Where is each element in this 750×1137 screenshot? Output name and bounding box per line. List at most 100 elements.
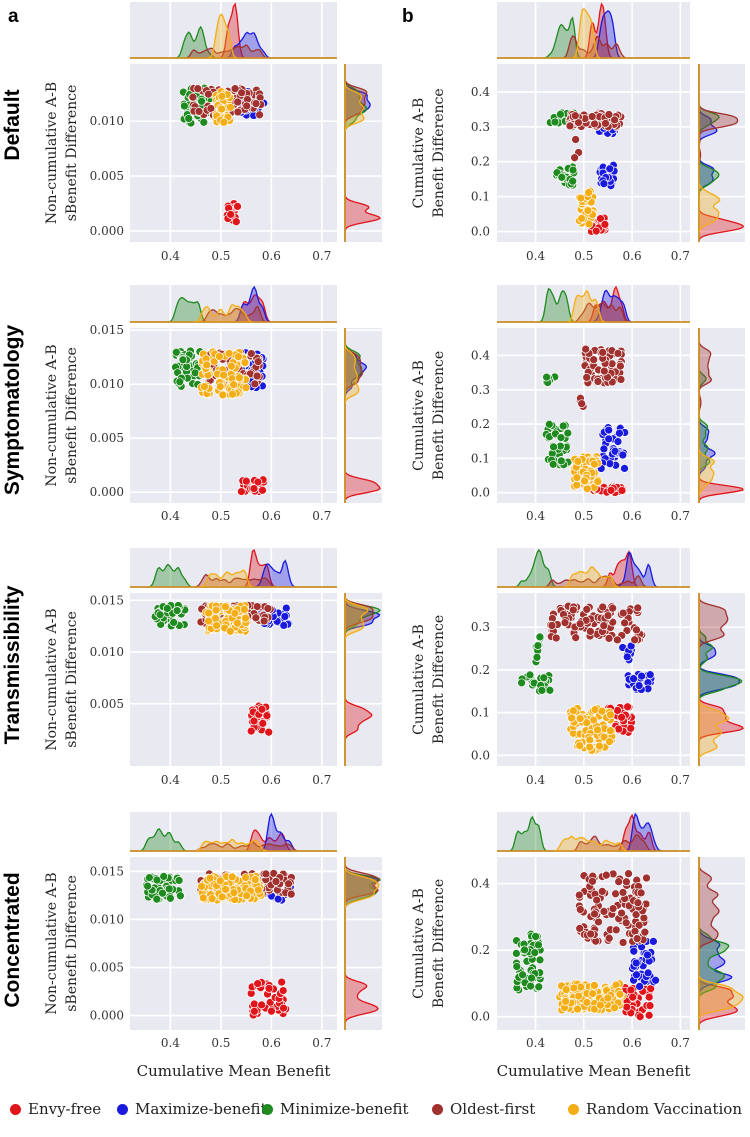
point-maximize-benefit xyxy=(644,951,652,959)
point-minimize-benefit xyxy=(551,118,559,126)
point-random-vaccination xyxy=(218,92,226,100)
x-tick-label: 0.5 xyxy=(574,1036,593,1050)
point-random-vaccination xyxy=(573,481,581,489)
point-oldest-first xyxy=(599,603,607,611)
point-maximize-benefit xyxy=(605,426,613,434)
point-random-vaccination xyxy=(591,460,599,468)
point-oldest-first xyxy=(614,349,622,357)
y-tick-label: 0.1 xyxy=(471,451,490,465)
x-tick-label: 0.4 xyxy=(161,249,180,263)
point-minimize-benefit xyxy=(569,177,577,185)
point-random-vaccination xyxy=(590,981,598,989)
point-minimize-benefit xyxy=(556,110,564,118)
y-tick-label: 0.1 xyxy=(471,706,490,720)
panel-b-default: 0.4 0.5 0.6 0.7 0.0 0.1 0.2 0.3 0.4 Cumulative A-… xyxy=(411,2,745,263)
point-maximize-benefit xyxy=(282,604,290,612)
point-minimize-benefit xyxy=(564,429,572,437)
point-maximize-benefit xyxy=(619,451,627,459)
point-oldest-first xyxy=(634,604,642,612)
point-envy-free xyxy=(250,1007,258,1015)
point-minimize-benefit xyxy=(200,118,208,126)
y-tick-label: 0.015 xyxy=(90,593,124,607)
point-oldest-first xyxy=(621,619,629,627)
point-random-vaccination xyxy=(585,189,593,197)
point-envy-free xyxy=(258,1001,266,1009)
point-maximize-benefit xyxy=(649,937,657,945)
point-oldest-first xyxy=(631,636,639,644)
point-oldest-first xyxy=(272,878,280,886)
point-minimize-benefit xyxy=(534,642,542,650)
y-axis-label: sBenefit Difference xyxy=(64,85,80,222)
point-envy-free xyxy=(280,1004,288,1012)
point-oldest-first xyxy=(591,910,599,918)
point-maximize-benefit xyxy=(281,613,289,621)
point-oldest-first xyxy=(612,890,620,898)
point-envy-free xyxy=(263,712,271,720)
point-oldest-first xyxy=(622,878,630,886)
y-axis-label: Non-cumulative A-B xyxy=(44,872,60,1014)
point-envy-free xyxy=(627,724,635,732)
x-tick-label: 0.6 xyxy=(623,1036,642,1050)
point-oldest-first xyxy=(615,878,623,886)
x-tick-label: 0.6 xyxy=(262,1036,281,1050)
x-tick-label: 0.5 xyxy=(211,1036,230,1050)
point-random-vaccination xyxy=(200,383,208,391)
point-minimize-benefit xyxy=(166,894,174,902)
y-axis-label: Benefit Difference xyxy=(431,351,447,480)
point-oldest-first xyxy=(252,614,260,622)
point-oldest-first xyxy=(253,372,261,380)
point-maximize-benefit xyxy=(636,982,644,990)
point-random-vaccination xyxy=(243,892,251,900)
point-minimize-benefit xyxy=(163,604,171,612)
point-envy-free xyxy=(645,1011,653,1019)
point-envy-free xyxy=(250,485,258,493)
y-axis-label: Benefit Difference xyxy=(431,615,447,744)
point-random-vaccination xyxy=(227,362,235,370)
point-oldest-first xyxy=(578,400,586,408)
point-envy-free xyxy=(624,703,632,711)
y-tick-label: 0.0 xyxy=(471,225,490,239)
point-random-vaccination xyxy=(607,711,615,719)
point-minimize-benefit xyxy=(191,369,199,377)
point-oldest-first xyxy=(622,919,630,927)
point-oldest-first xyxy=(566,122,574,130)
point-random-vaccination xyxy=(596,742,604,750)
y-axis-label: Non-cumulative A-B xyxy=(44,344,60,486)
panel-a-default: 0.4 0.5 0.6 0.7 0.000 0.005 0.010 Non-cumulativ… xyxy=(44,2,382,263)
point-random-vaccination xyxy=(254,886,262,894)
y-tick-label: 0.005 xyxy=(90,697,124,711)
point-oldest-first xyxy=(586,627,594,635)
panel-a-concentrated: 0.4 0.5 0.6 0.70.0000.0050.0100.015Non-cumu… xyxy=(44,812,382,1080)
point-envy-free xyxy=(607,486,615,494)
y-axis-label: Non-cumulative A-B xyxy=(44,82,60,224)
x-tick-label: 0.5 xyxy=(211,509,230,523)
legend: Envy-free Maximize-benefit Minimize-bene… xyxy=(0,1100,750,1126)
x-tick-label: 0.7 xyxy=(312,1036,331,1050)
point-random-vaccination xyxy=(226,103,234,111)
panel-b-concentrated: 0.4 0.5 0.6 0.7 0.0 0.2 0.4 Cumulative A-B Benef… xyxy=(411,812,745,1080)
point-envy-free xyxy=(259,486,267,494)
legend-label: Envy-free xyxy=(28,1100,101,1118)
point-minimize-benefit xyxy=(532,933,540,941)
point-minimize-benefit xyxy=(533,653,541,661)
point-minimize-benefit xyxy=(513,963,521,971)
point-oldest-first xyxy=(600,907,608,915)
y-axis-label: Cumulative A-B xyxy=(411,360,427,471)
point-random-vaccination xyxy=(225,349,233,357)
point-maximize-benefit xyxy=(635,682,643,690)
y-tick-label: 0.010 xyxy=(90,912,124,926)
point-random-vaccination xyxy=(219,391,227,399)
point-random-vaccination xyxy=(606,738,614,746)
legend-dot-icon xyxy=(117,1104,128,1115)
point-envy-free xyxy=(250,1000,258,1008)
point-maximize-benefit xyxy=(633,971,641,979)
point-oldest-first xyxy=(204,90,212,98)
y-tick-label: 0.4 xyxy=(471,85,490,99)
point-minimize-benefit xyxy=(550,443,558,451)
point-oldest-first xyxy=(595,918,603,926)
point-envy-free xyxy=(247,727,255,735)
point-oldest-first xyxy=(256,111,264,119)
point-random-vaccination xyxy=(606,727,614,735)
point-oldest-first xyxy=(634,899,642,907)
point-random-vaccination xyxy=(589,990,597,998)
